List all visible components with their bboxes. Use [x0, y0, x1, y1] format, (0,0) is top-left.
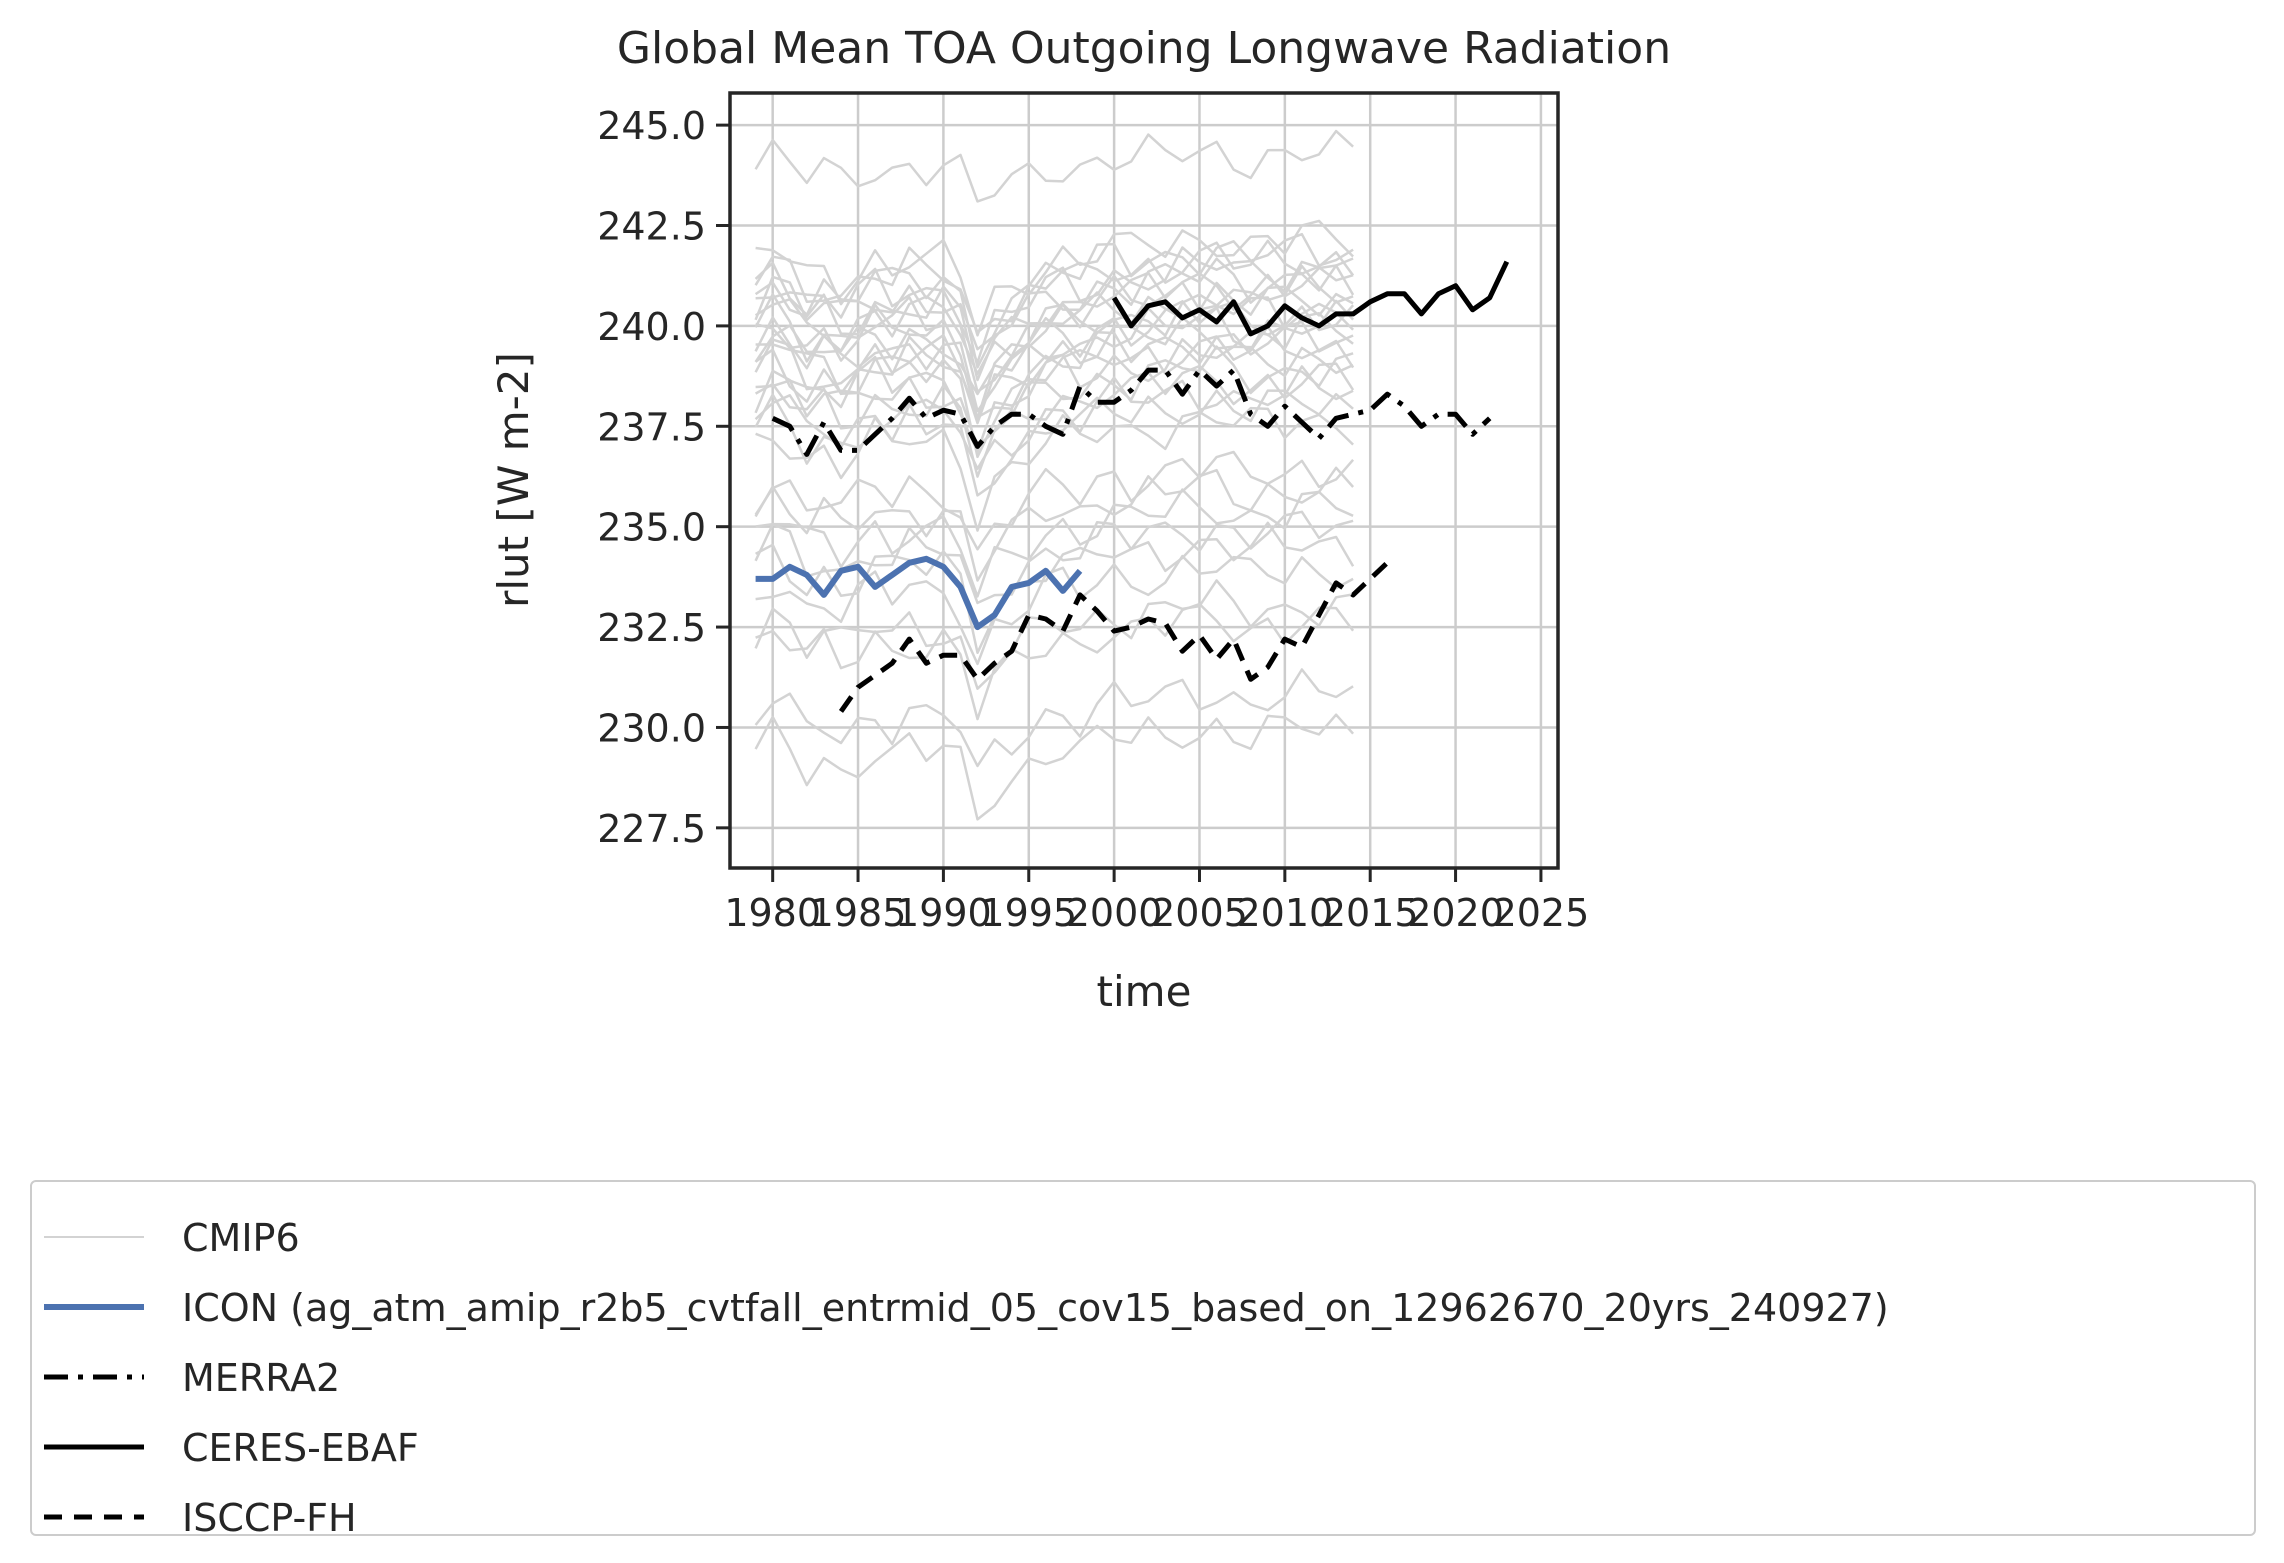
legend-label-merra2: MERRA2	[182, 1356, 341, 1400]
cmip6-member-line	[755, 219, 1354, 337]
isccp-fh-series-line	[838, 560, 1390, 713]
cmip6-member-line	[755, 488, 1354, 598]
chart-title: Global Mean TOA Outgoing Longwave Radiat…	[617, 23, 1671, 74]
x-tick-label: 2015	[1322, 891, 1419, 935]
cmip6-series-group	[754, 129, 1355, 821]
cmip6-member-line	[755, 246, 1354, 364]
y-tick-label: 245.0	[597, 104, 706, 148]
cmip6-member-line	[754, 713, 1355, 821]
cmip6-member-line	[755, 554, 1354, 666]
y-tick-label: 242.5	[597, 205, 706, 249]
plot-frame	[728, 91, 1560, 870]
cmip6-member-line	[755, 338, 1354, 453]
merra2-series-line	[771, 367, 1492, 457]
x-tick-label: 1980	[724, 891, 821, 935]
x-tick-label: 2025	[1493, 891, 1590, 935]
legend-item-isccp: ISCCP-FH	[32, 1488, 2254, 1548]
legend-item-ceres: CERES-EBAF	[32, 1418, 2254, 1478]
legend-swatch-isccp	[44, 1514, 144, 1520]
legend-label-isccp: ISCCP-FH	[182, 1496, 357, 1540]
cmip6-member-line	[755, 521, 1355, 655]
x-tick-label: 2000	[1066, 891, 1163, 935]
legend-label-ceres: CERES-EBAF	[182, 1426, 419, 1470]
y-tick-label: 227.5	[597, 807, 706, 851]
y-tick-label: 237.5	[597, 405, 706, 449]
x-tick-label: 1985	[810, 891, 907, 935]
legend: CMIP6 ICON (ag_atm_amip_r2b5_cvtfall_ent…	[30, 1180, 2256, 1540]
y-axis-label: rlut [W m-2]	[489, 352, 538, 608]
y-tick-label: 235.0	[597, 506, 706, 550]
cmip6-member-line	[754, 510, 1354, 605]
y-tick-label: 232.5	[597, 606, 706, 650]
cmip6-member-line	[754, 345, 1354, 448]
cmip6-member-line	[754, 264, 1354, 375]
cmip6-member-line	[754, 365, 1354, 471]
legend-item-cmip6: CMIP6	[32, 1208, 2254, 1268]
legend-swatch-merra2	[44, 1374, 144, 1380]
x-tick-label: 2010	[1236, 891, 1333, 935]
legend-item-icon: ICON (ag_atm_amip_r2b5_cvtfall_entrmid_0…	[32, 1278, 2254, 1338]
legend-swatch-ceres	[44, 1444, 144, 1450]
cmip6-member-line	[754, 129, 1354, 203]
cmip6-member-line	[754, 579, 1354, 690]
legend-swatch-cmip6	[44, 1236, 144, 1238]
x-tick-label: 1990	[895, 891, 992, 935]
legend-label-cmip6: CMIP6	[182, 1216, 300, 1260]
cmip6-member-line	[754, 257, 1354, 351]
y-tick-label: 240.0	[597, 305, 706, 349]
cmip6-member-line	[755, 602, 1355, 721]
cmip6-member-line	[754, 281, 1354, 393]
legend-swatch-icon	[44, 1304, 144, 1310]
ceres-ebaf-series-line	[1111, 260, 1510, 337]
icon-series-line	[755, 555, 1083, 631]
series-group	[755, 260, 1510, 713]
cmip6-member-line	[754, 320, 1354, 419]
legend-label-icon: ICON (ag_atm_amip_r2b5_cvtfall_entrmid_0…	[182, 1286, 1889, 1330]
x-tick-label: 2005	[1151, 891, 1248, 935]
x-tick-label: 1995	[980, 891, 1077, 935]
legend-item-merra2: MERRA2	[32, 1348, 2254, 1408]
cmip6-member-line	[754, 668, 1354, 768]
cmip6-member-line	[754, 264, 1355, 382]
cmip6-member-line	[754, 362, 1355, 478]
y-tick-label: 230.0	[597, 706, 706, 750]
cmip6-member-line	[754, 300, 1355, 396]
x-axis-label: time	[1097, 967, 1192, 1016]
cmip6-member-line	[755, 293, 1354, 420]
cmip6-member-line	[754, 450, 1355, 551]
grid	[730, 93, 1558, 868]
cmip6-member-line	[754, 466, 1355, 582]
x-tick-label: 2020	[1407, 891, 1504, 935]
y-axis: 227.5 230.0 232.5 235.0 237.5 240.0 242.5 245.0	[597, 104, 730, 851]
